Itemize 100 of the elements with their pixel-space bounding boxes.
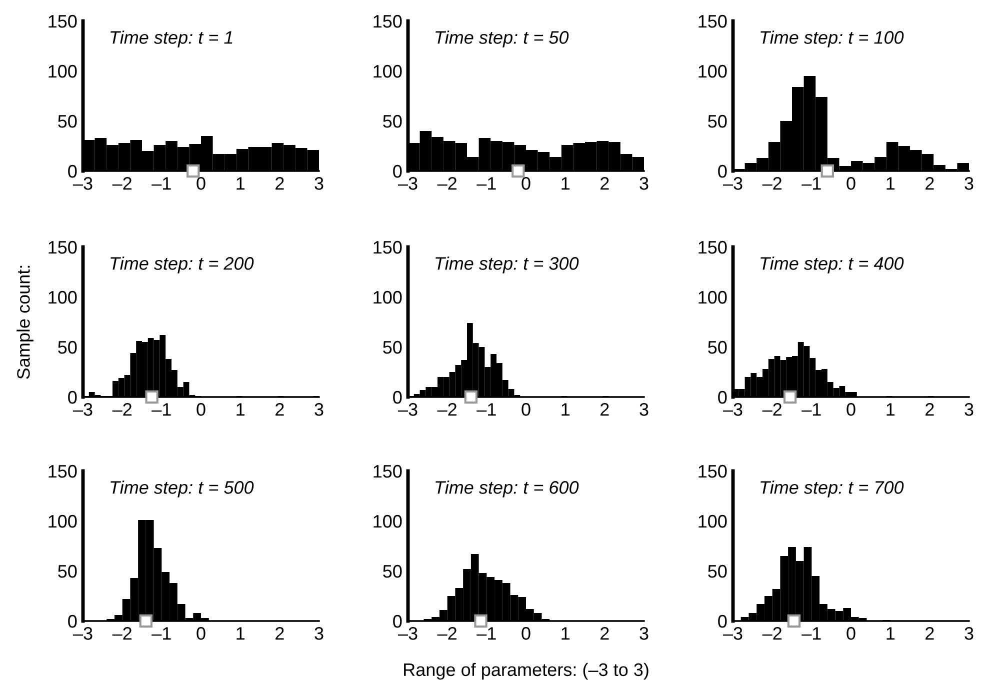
y-tick-label: 150 (374, 14, 402, 28)
x-tick-label: 0 (522, 177, 530, 190)
y-tick-label: 150 (698, 464, 727, 478)
x-tick-label: 3 (640, 177, 648, 190)
y-tick-label: 50 (58, 114, 77, 128)
x-tick-label: 0 (196, 403, 206, 416)
chart-title: Time step: t = 300 (436, 256, 579, 274)
x-tick-label: –1 (476, 627, 496, 640)
x-tick-label: 3 (314, 403, 324, 416)
y-tick-label: 100 (48, 514, 77, 528)
y-tick-label: 150 (48, 240, 77, 254)
y-tick-label: 150 (48, 464, 77, 478)
x-tick-label: 3 (314, 627, 324, 640)
x-tick-label: –2 (437, 177, 456, 190)
x-tick-label: –3 (72, 403, 92, 416)
y-tick-label: 0 (718, 390, 727, 404)
y-tick-label: 100 (698, 514, 727, 528)
chart-title: Time step: t = 700 (760, 480, 904, 498)
x-tick-label: 2 (600, 627, 609, 640)
y-tick-label: 0 (68, 614, 77, 628)
y-tick-label: 50 (383, 114, 402, 128)
y-tick-label: 50 (708, 114, 727, 128)
x-tick-label: 1 (562, 177, 570, 190)
y-tick-label: 0 (393, 614, 402, 628)
x-tick-label: 0 (196, 177, 206, 190)
x-tick-label: –2 (762, 627, 782, 640)
x-tick-label: 2 (926, 177, 934, 190)
x-tick-label: –3 (722, 177, 742, 190)
x-tick-label: 1 (236, 177, 244, 190)
y-tick-label: 100 (374, 64, 402, 78)
x-tick-label: –1 (476, 403, 496, 416)
x-tick-label: 1 (236, 403, 244, 416)
y-tick-label: 0 (718, 614, 727, 628)
x-tick-label: 3 (964, 403, 974, 416)
chart-title: Time step: t = 600 (436, 480, 579, 498)
y-tick-label: 50 (383, 564, 402, 578)
x-tick-label: 2 (600, 177, 609, 190)
x-tick-label: –2 (437, 627, 456, 640)
x-tick-label: –1 (476, 177, 496, 190)
x-tick-label: 0 (846, 177, 856, 190)
x-tick-label: –3 (722, 627, 742, 640)
x-tick-label: –2 (112, 403, 132, 416)
y-tick-label: 0 (393, 164, 402, 178)
x-tick-label: –1 (802, 403, 821, 416)
x-tick-label: 3 (640, 403, 648, 416)
x-tick-label: 2 (926, 403, 934, 416)
y-tick-label: 0 (68, 164, 77, 178)
y-tick-label: 150 (698, 14, 727, 28)
y-tick-label: 0 (68, 390, 77, 404)
x-tick-label: 0 (846, 627, 856, 640)
x-tick-label: 3 (314, 177, 324, 190)
x-tick-label: –3 (72, 177, 92, 190)
x-tick-label: 1 (886, 177, 894, 190)
chart-title: Time step: t = 400 (760, 256, 904, 274)
y-tick-label: 50 (708, 564, 727, 578)
x-tick-label: –3 (722, 403, 742, 416)
y-tick-label: 100 (48, 64, 77, 78)
x-tick-label: –1 (802, 177, 821, 190)
x-tick-label: 2 (276, 627, 284, 640)
x-tick-label: –3 (398, 627, 418, 640)
y-tick-label: 50 (58, 340, 77, 354)
y-tick-label: 150 (374, 240, 402, 254)
x-tick-label: –2 (762, 403, 782, 416)
chart-title: Time step: t = 200 (110, 256, 254, 274)
x-tick-label: –3 (398, 177, 418, 190)
x-tick-label: 0 (522, 403, 530, 416)
y-tick-label: 150 (374, 464, 402, 478)
x-tick-label: 1 (886, 403, 894, 416)
y-tick-label: 100 (698, 290, 727, 304)
x-tick-label: 2 (926, 627, 934, 640)
x-tick-label: –2 (112, 627, 132, 640)
x-tick-label: –1 (152, 177, 171, 190)
x-tick-label: –2 (112, 177, 132, 190)
x-tick-label: –1 (802, 627, 821, 640)
x-tick-label: 3 (640, 627, 648, 640)
y-tick-label: 50 (708, 340, 727, 354)
y-tick-label: 150 (698, 240, 727, 254)
chart-title: Time step: t = 50 (436, 30, 569, 48)
x-tick-label: 0 (522, 627, 530, 640)
x-tick-label: 0 (196, 627, 206, 640)
x-tick-label: –1 (152, 403, 171, 416)
x-tick-label: 2 (276, 403, 284, 416)
x-tick-label: 2 (600, 403, 609, 416)
x-tick-label: 1 (562, 627, 570, 640)
x-tick-label: 3 (964, 627, 974, 640)
x-axis-title: Range of parameters: (–3 to 3) (404, 662, 648, 680)
x-tick-label: 2 (276, 177, 284, 190)
x-tick-label: 1 (236, 627, 244, 640)
x-tick-label: –2 (762, 177, 782, 190)
y-tick-label: 100 (698, 64, 727, 78)
x-tick-label: –1 (152, 627, 171, 640)
y-tick-label: 50 (383, 340, 402, 354)
x-tick-label: –3 (72, 627, 92, 640)
chart-title: Time step: t = 500 (110, 480, 254, 498)
x-tick-label: 0 (846, 403, 856, 416)
x-tick-label: 1 (562, 403, 570, 416)
y-tick-label: 150 (48, 14, 77, 28)
y-tick-label: 100 (374, 514, 402, 528)
y-tick-label: 0 (393, 390, 402, 404)
chart-title: Time step: t = 100 (760, 30, 904, 48)
